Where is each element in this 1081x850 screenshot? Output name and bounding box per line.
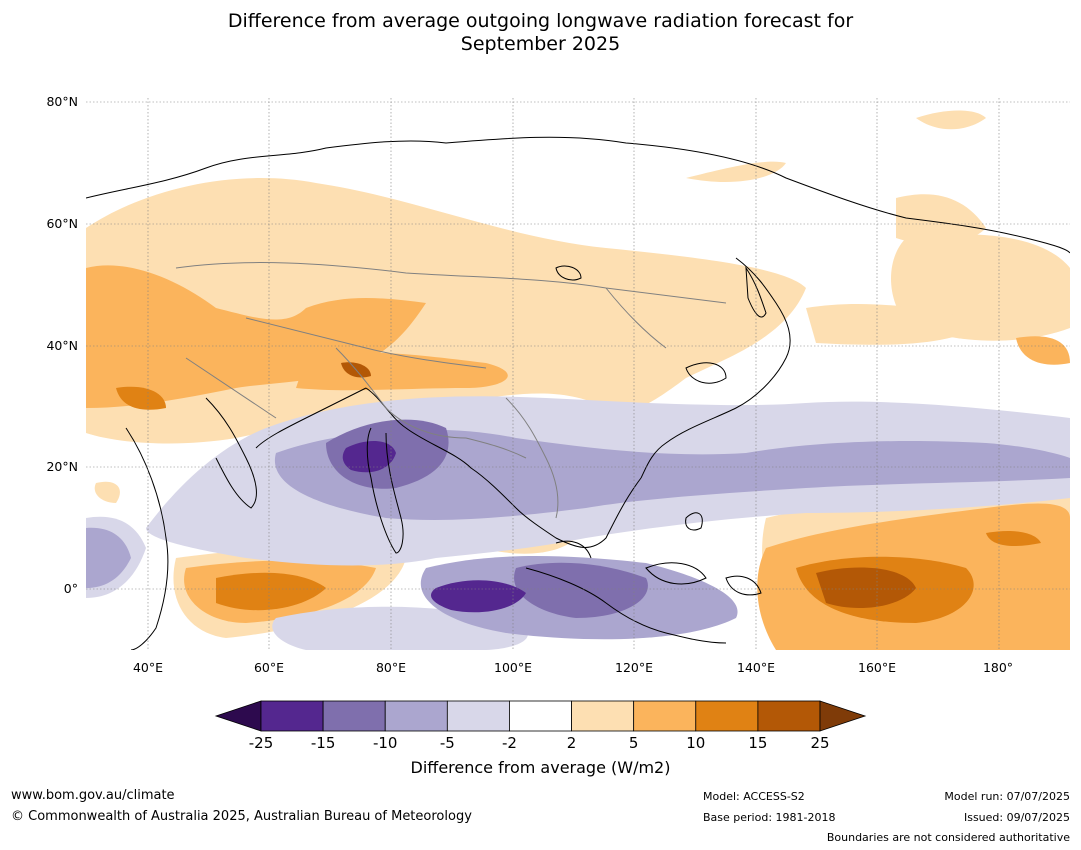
colorbar-tick-label: -10: [372, 734, 398, 752]
colorbar-extension-high: [819, 700, 867, 732]
issued-text: Issued: 09/07/2025: [963, 811, 1070, 824]
colorbar-tick-label: 25: [810, 734, 830, 752]
colorbar-tick-label: -2: [501, 734, 517, 752]
copyright-text: © Commonwealth of Australia 2025, Austra…: [11, 809, 472, 824]
graticule: [86, 98, 1070, 650]
map-title: Difference from average outgoing longwav…: [0, 10, 1081, 56]
website-link[interactable]: www.bom.gov.au/climate: [11, 788, 175, 803]
colorbar-segment: [571, 700, 635, 732]
positive-anomaly-very-strong: [341, 362, 916, 608]
lat-label-40n: 40°N: [46, 338, 78, 353]
colorbar-segment: [757, 700, 821, 732]
lon-label-140e: 140°E: [736, 660, 776, 675]
lon-label-80e: 80°E: [375, 660, 407, 675]
colorbar: [214, 700, 867, 732]
base-period-text: Base period: 1981-2018: [703, 811, 836, 824]
colorbar-label: Difference from average (W/m2): [410, 758, 671, 777]
coastlines: [86, 136, 1070, 650]
colorbar-tick-label: -5: [439, 734, 455, 752]
lat-label-80n: 80°N: [46, 94, 78, 109]
colorbar-tick-label: 15: [748, 734, 768, 752]
lon-label-160e: 160°E: [857, 660, 897, 675]
colorbar-segment: [384, 700, 448, 732]
colorbar-extension-low: [214, 700, 262, 732]
disclaimer-text: Boundaries are not considered authoritat…: [826, 831, 1070, 844]
colorbar-tick-label: 2: [566, 734, 577, 752]
colorbar-segment: [695, 700, 759, 732]
lon-label-100e: 100°E: [493, 660, 533, 675]
negative-anomaly-strong: [342, 441, 526, 613]
colorbar-segment: [633, 700, 697, 732]
olr-anomaly-map: [86, 98, 1070, 650]
colorbar-tick-label: -25: [248, 734, 274, 752]
negative-anomaly-medium-light: [86, 429, 1070, 640]
lon-label-60e: 60°E: [253, 660, 285, 675]
lat-label-20n: 20°N: [46, 459, 78, 474]
colorbar-segment: [260, 700, 324, 732]
lat-label-equator: 0°: [63, 581, 78, 596]
colorbar-segment: [322, 700, 386, 732]
model-run-text: Model run: 07/07/2025: [944, 790, 1070, 803]
colorbar-tick-label: -15: [310, 734, 336, 752]
colorbar-segment: [446, 700, 510, 732]
colorbar-segment: [509, 700, 572, 732]
title-line-1: Difference from average outgoing longwav…: [227, 10, 854, 32]
colorbar-tick-label: 5: [628, 734, 639, 752]
lon-label-40e: 40°E: [132, 660, 164, 675]
country-boundaries: [175, 262, 727, 519]
lon-label-180: 180°: [982, 660, 1014, 675]
model-text: Model: ACCESS-S2: [703, 790, 805, 803]
title-line-2: September 2025: [460, 33, 621, 55]
lon-label-120e: 120°E: [614, 660, 654, 675]
colorbar-tick-label: 10: [686, 734, 706, 752]
lat-label-60n: 60°N: [46, 216, 78, 231]
